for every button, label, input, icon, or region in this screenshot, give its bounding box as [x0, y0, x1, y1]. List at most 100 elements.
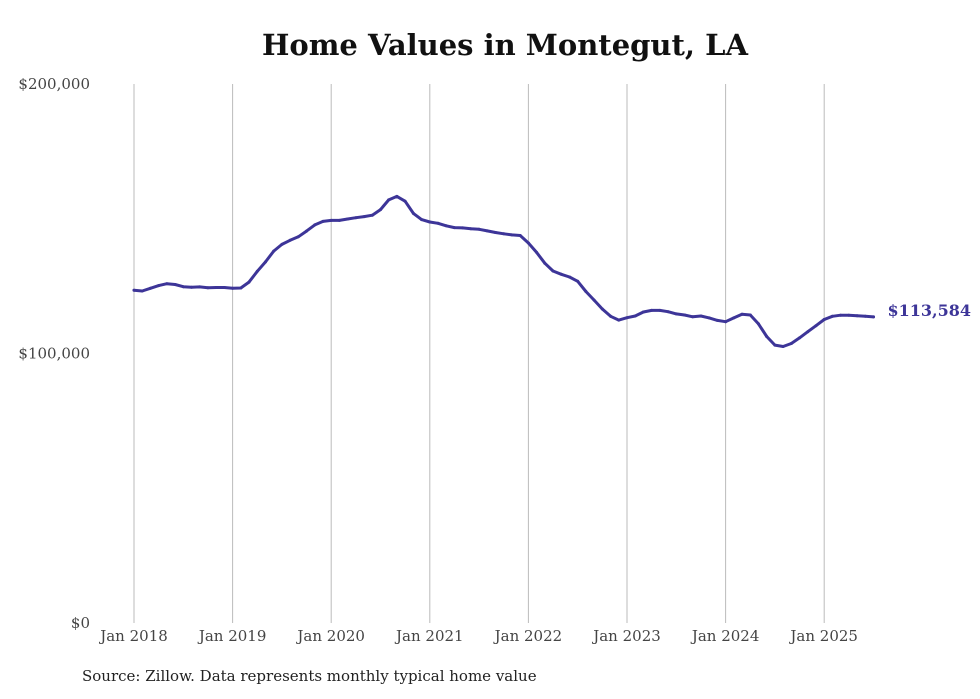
data-point-2019-03 — [247, 280, 251, 284]
data-point-2018-09 — [198, 285, 202, 289]
data-point-2024-09 — [789, 342, 793, 345]
data-point-2024-08 — [781, 345, 785, 348]
y-tick-label: $100,000 — [18, 345, 90, 363]
y-tick-label: $0 — [71, 614, 90, 632]
data-point-2025-07 — [872, 315, 875, 319]
data-point-2018-10 — [206, 286, 210, 290]
data-point-2020-06 — [370, 213, 374, 217]
data-point-2020-12 — [420, 218, 424, 222]
data-point-2019-08 — [288, 238, 292, 242]
data-point-2022-03 — [543, 261, 547, 265]
data-point-2018-12 — [222, 286, 226, 289]
data-point-2025-03 — [839, 313, 843, 317]
x-tick-label: Jan 2019 — [197, 627, 267, 645]
data-point-2018-11 — [214, 286, 218, 289]
data-point-2023-07 — [674, 312, 678, 316]
data-point-2025-01 — [822, 318, 826, 321]
y-tick-label: $200,000 — [18, 75, 90, 93]
data-point-2020-07 — [379, 208, 382, 212]
data-point-2021-01 — [428, 220, 432, 224]
data-point-2024-10 — [798, 336, 801, 340]
x-tick-label: Jan 2020 — [295, 627, 365, 645]
y-axis-labels: $0 $100,000 $200,000 — [18, 75, 90, 632]
source-note: Source: Zillow. Data represents monthly … — [82, 667, 537, 685]
data-point-2025-02 — [830, 314, 834, 318]
latest-value-label: $113,584 — [888, 301, 972, 320]
data-point-2018-08 — [190, 285, 193, 289]
chart-title: Home Values in Montegut, LA — [262, 28, 748, 62]
data-point-2024-05 — [757, 322, 760, 326]
data-point-2023-06 — [666, 310, 670, 314]
data-point-2019-09 — [296, 235, 300, 239]
x-tick-label: Jan 2022 — [493, 627, 563, 645]
data-point-2021-10 — [502, 232, 506, 236]
data-point-2023-10 — [699, 314, 703, 318]
data-point-2018-02 — [140, 289, 144, 293]
data-point-2022-08 — [584, 290, 588, 293]
data-point-2021-02 — [436, 221, 440, 225]
data-point-2019-02 — [239, 286, 243, 290]
data-point-2025-06 — [863, 314, 867, 318]
data-point-2020-11 — [411, 211, 415, 215]
data-point-2024-07 — [773, 343, 777, 347]
data-point-2020-02 — [337, 218, 341, 222]
data-point-2023-09 — [691, 315, 695, 319]
x-axis-labels: Jan 2018 Jan 2019 Jan 2020 Jan 2021 Jan 2022… — [98, 627, 858, 645]
data-point-2024-03 — [740, 312, 744, 316]
data-point-2019-04 — [255, 269, 259, 273]
data-point-2020-05 — [362, 215, 366, 219]
data-point-2023-08 — [683, 313, 686, 317]
data-point-2023-02 — [633, 314, 637, 318]
data-point-2021-08 — [485, 229, 489, 233]
data-point-2021-09 — [494, 231, 497, 234]
data-point-2024-04 — [748, 313, 752, 317]
data-point-2022-04 — [551, 269, 555, 273]
data-point-2021-11 — [510, 233, 514, 237]
data-point-2020-01 — [329, 218, 333, 222]
data-point-2022-06 — [568, 275, 571, 279]
data-point-2020-08 — [387, 198, 391, 202]
data-point-2025-04 — [847, 313, 851, 317]
data-point-2024-06 — [765, 335, 769, 338]
data-point-2023-11 — [707, 316, 711, 320]
data-point-2023-03 — [641, 310, 645, 314]
data-point-2024-12 — [814, 324, 818, 328]
data-point-2022-12 — [617, 318, 621, 322]
data-point-2024-11 — [806, 330, 810, 334]
data-point-2025-05 — [855, 314, 859, 318]
data-point-2022-01 — [526, 241, 530, 245]
gridlines — [133, 84, 825, 623]
data-point-2024-02 — [732, 316, 736, 320]
data-point-2018-05 — [165, 282, 169, 286]
data-point-2020-10 — [403, 199, 407, 203]
data-point-2023-05 — [658, 308, 662, 312]
data-point-2024-01 — [724, 320, 728, 324]
data-point-2020-04 — [354, 216, 358, 220]
data-point-2018-04 — [157, 284, 161, 288]
x-tick-label: Jan 2021 — [394, 627, 464, 645]
x-tick-label: Jan 2025 — [788, 627, 858, 645]
data-point-2022-11 — [609, 314, 613, 318]
data-point-2018-06 — [173, 283, 177, 286]
x-tick-label: Jan 2024 — [690, 627, 760, 645]
data-point-2023-04 — [650, 308, 654, 312]
data-points — [132, 194, 875, 348]
data-point-2021-07 — [477, 227, 481, 231]
data-point-2019-06 — [272, 249, 276, 253]
data-point-2019-12 — [321, 219, 325, 223]
data-point-2021-06 — [469, 227, 473, 231]
x-tick-label: Jan 2023 — [591, 627, 661, 645]
data-point-2021-04 — [452, 226, 456, 230]
data-point-2021-03 — [444, 224, 448, 228]
data-point-2023-01 — [625, 316, 629, 320]
data-point-2022-02 — [535, 250, 539, 254]
data-point-2019-05 — [264, 260, 267, 264]
data-point-2023-12 — [715, 318, 719, 322]
data-point-2020-03 — [346, 217, 350, 221]
data-point-2018-07 — [181, 285, 185, 289]
data-point-2019-10 — [305, 229, 308, 233]
data-point-2022-05 — [559, 272, 563, 276]
data-point-2021-12 — [518, 234, 522, 237]
data-point-2022-07 — [576, 279, 580, 283]
